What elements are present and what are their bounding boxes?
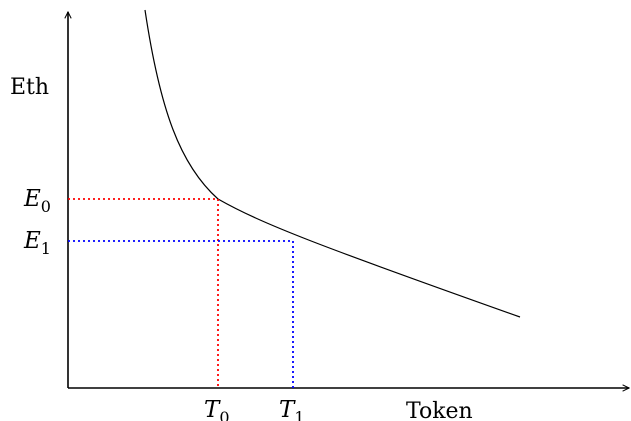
- e1-label-base: E: [23, 228, 41, 254]
- price-curve: [144, 9, 521, 318]
- t0-label: T0: [204, 397, 230, 421]
- x-axis-label: Token: [406, 399, 473, 421]
- t1-label: T1: [279, 397, 305, 421]
- e0-label-base: E: [23, 186, 41, 212]
- e0-label-subscript: 0: [41, 197, 51, 216]
- t1-label-subscript: 1: [294, 408, 304, 421]
- y-axis-label: Eth: [10, 75, 49, 100]
- e1-label-subscript: 1: [41, 239, 51, 258]
- e1-label: E1: [23, 228, 51, 258]
- t1-label-base: T: [279, 397, 296, 421]
- t0-label-subscript: 0: [219, 408, 229, 421]
- t0-label-base: T: [204, 397, 221, 421]
- e0-label: E0: [23, 186, 51, 216]
